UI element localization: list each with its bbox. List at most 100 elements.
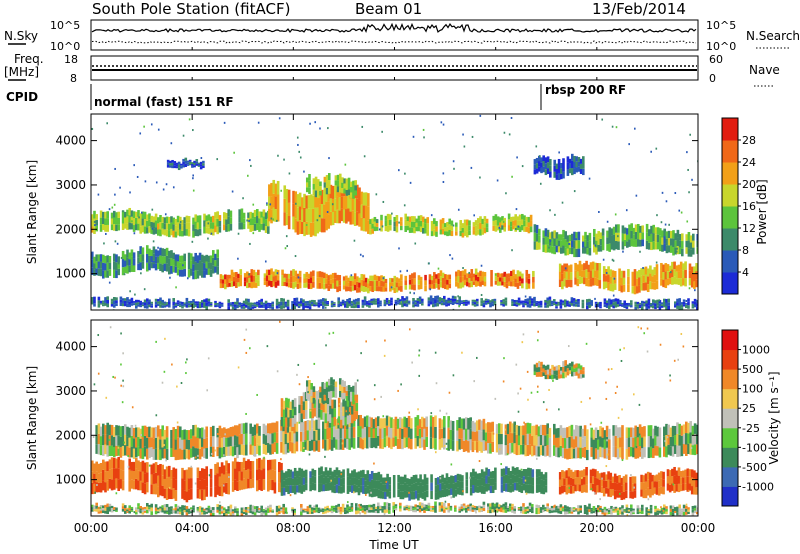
- velocity-cell: [598, 486, 602, 493]
- power-cell: [203, 305, 206, 308]
- velocity-cell: [205, 507, 208, 510]
- velocity-cell: [495, 505, 499, 509]
- power-cell: [207, 255, 211, 263]
- velocity-cell: [223, 510, 226, 513]
- power-cell: [389, 282, 392, 288]
- velocity-cell: [304, 409, 308, 419]
- velocity-cell: [311, 507, 314, 510]
- power-cell: [499, 227, 502, 233]
- velocity-cell: [484, 441, 488, 451]
- power-cell: [626, 241, 629, 248]
- velocity-cell: [337, 406, 341, 417]
- velocity-cell: [337, 506, 340, 510]
- velocity-cell: [242, 478, 246, 490]
- power-cell: [502, 304, 505, 307]
- power-cell: [285, 213, 289, 226]
- velocity-cell: [275, 432, 279, 443]
- power-cell: [424, 280, 427, 286]
- velocity-cell: [269, 479, 272, 490]
- velocity-cell: [342, 477, 345, 485]
- velocity-cell: [350, 437, 354, 448]
- velocity-cell: [671, 436, 675, 447]
- velocity-cell: [558, 472, 562, 480]
- velocity-cell: [434, 415, 437, 427]
- power-cell: [472, 281, 476, 286]
- velocity-cell: [454, 475, 458, 483]
- velocity-cell: [412, 508, 415, 511]
- velocity-cell: [440, 508, 444, 512]
- velocity-cell: [275, 421, 279, 433]
- power-cell: [569, 272, 573, 280]
- velocity-cell: [304, 469, 308, 477]
- power-cell: [539, 302, 543, 306]
- power-cell: [277, 154, 279, 157]
- velocity-cell: [478, 479, 482, 486]
- velocity-cell: [278, 511, 281, 514]
- velocity-cell: [682, 504, 686, 509]
- velocity-cell: [323, 388, 327, 395]
- velocity-cell: [190, 467, 193, 479]
- power-cell: [472, 277, 476, 282]
- velocity-cell: [218, 447, 222, 459]
- velocity-cell: [609, 488, 613, 498]
- velocity-cell: [139, 480, 142, 491]
- power-cell: [296, 273, 300, 279]
- velocity-cell: [262, 479, 266, 490]
- power-cell: [207, 262, 211, 269]
- power-cell: [305, 208, 309, 222]
- velocity-cell: [436, 477, 440, 485]
- power-cell: [276, 272, 279, 275]
- velocity-cell: [229, 446, 233, 456]
- velocity-cell: [135, 507, 138, 510]
- power-cell: [514, 282, 518, 287]
- velocity-cell: [642, 475, 646, 483]
- velocity-cell: [256, 510, 259, 513]
- power-cell: [577, 301, 580, 305]
- velocity-cell: [190, 438, 193, 449]
- velocity-cell: [652, 428, 655, 439]
- velocity-cell: [618, 482, 621, 491]
- velocity-cell: [379, 505, 382, 508]
- velocity-cell: [392, 475, 396, 483]
- velocity-cell: [484, 423, 488, 433]
- velocity-cell: [126, 511, 129, 513]
- power-cell: [187, 229, 191, 237]
- power-cell: [575, 232, 579, 241]
- velocity-cell: [321, 395, 324, 403]
- power-cell: [521, 224, 524, 231]
- velocity-cell: [124, 508, 127, 511]
- power-cell: [414, 300, 417, 303]
- power-cell: [612, 259, 615, 262]
- power-cell: [560, 173, 563, 180]
- power-cell: [183, 217, 186, 224]
- velocity-cell: [364, 487, 367, 495]
- velocity-cell: [473, 422, 477, 432]
- power-cell: [146, 301, 149, 306]
- velocity-cell: [682, 511, 686, 516]
- power-cell: [584, 239, 587, 247]
- power-cell: [162, 188, 165, 191]
- power-cell: [653, 282, 657, 290]
- velocity-cell: [599, 505, 602, 508]
- velocity-cell: [418, 428, 422, 439]
- velocity-cell: [159, 506, 162, 509]
- velocity-cell: [242, 433, 246, 445]
- power-cell: [236, 298, 239, 302]
- velocity-cell: [443, 503, 446, 507]
- velocity-cell: [511, 503, 514, 507]
- velocity-cell: [106, 471, 109, 481]
- power-cell: [542, 244, 546, 253]
- power-cell: [577, 304, 580, 307]
- velocity-cell: [381, 428, 384, 439]
- power-cell: [428, 284, 432, 290]
- power-cell: [334, 283, 337, 289]
- power-cell: [245, 304, 248, 308]
- velocity-cell: [493, 503, 497, 507]
- power-cell: [338, 173, 342, 180]
- power-cell: [212, 265, 215, 274]
- velocity-cell: [553, 434, 556, 446]
- power-cell: [317, 304, 321, 308]
- velocity-cell: [287, 417, 290, 427]
- power-cell: [199, 164, 203, 167]
- velocity-cell: [273, 459, 277, 471]
